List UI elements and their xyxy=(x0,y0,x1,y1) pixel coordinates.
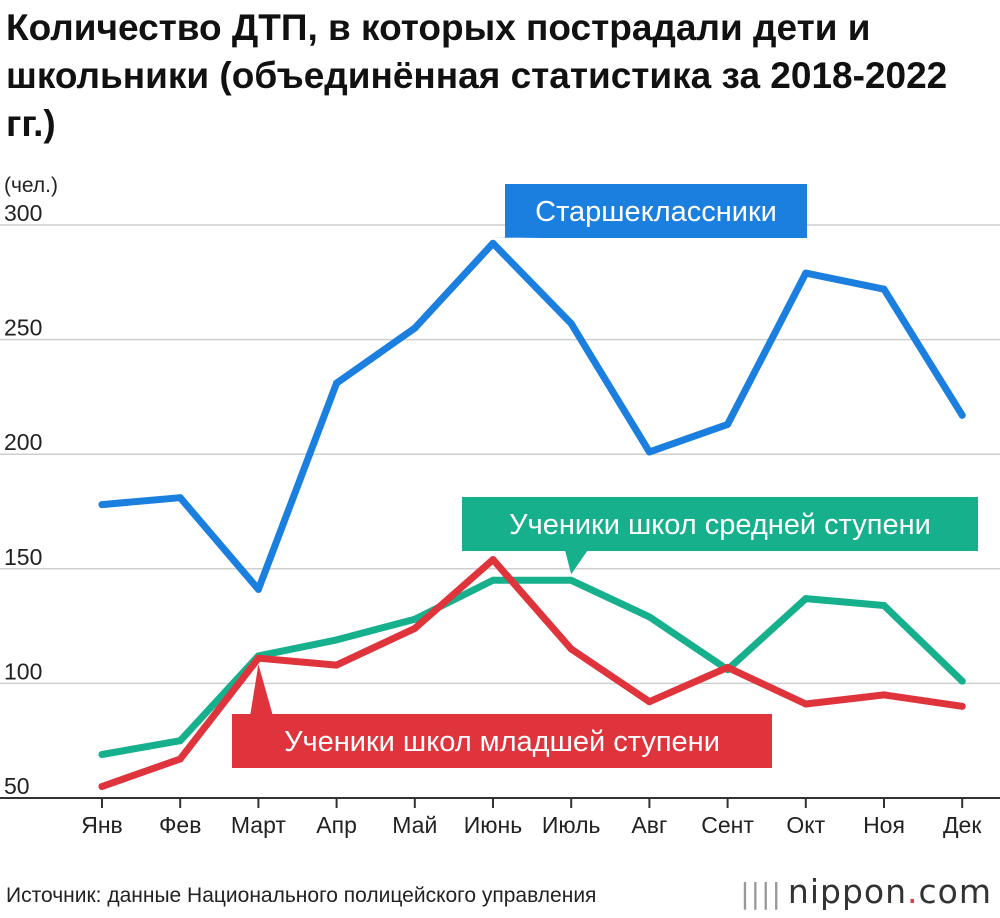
brand-suffix: com xyxy=(918,872,992,911)
axis-labels: 50 100 150 200 250 300 (чел.) Янв Фев Март Апр Май И… xyxy=(4,174,982,838)
x-tick-label: Июль xyxy=(542,812,601,838)
callout-layer: Старшеклассники Ученики школ средней ступ… xyxy=(232,184,978,768)
x-tick-label: Окт xyxy=(786,812,825,838)
x-tick-label: Ноя xyxy=(863,812,905,838)
data-point xyxy=(411,615,419,623)
series-layer xyxy=(98,239,966,791)
x-tick-label: Март xyxy=(231,812,286,838)
data-point xyxy=(567,645,575,653)
data-point xyxy=(802,700,810,708)
data-point xyxy=(489,239,497,247)
x-tick-label: Фев xyxy=(159,812,202,838)
legend-label: Старшеклассники xyxy=(535,196,777,228)
data-point xyxy=(958,702,966,710)
y-tick-label: 200 xyxy=(4,429,42,455)
brand-logo: |||| nippon.com xyxy=(740,872,992,911)
series-line xyxy=(98,239,966,593)
callout-box xyxy=(232,664,772,768)
x-tick-label: Дек xyxy=(943,812,982,838)
data-point xyxy=(880,601,888,609)
data-point xyxy=(254,654,262,662)
x-tick-label: Апр xyxy=(316,812,357,838)
data-point xyxy=(958,411,966,419)
data-point xyxy=(880,691,888,699)
data-point xyxy=(333,636,341,644)
x-tick-label: Сент xyxy=(701,812,754,838)
data-point xyxy=(802,269,810,277)
y-tick-label: 150 xyxy=(4,544,42,570)
data-point xyxy=(724,663,732,671)
data-point xyxy=(567,320,575,328)
data-point xyxy=(98,501,106,509)
logo-mark-icon: |||| xyxy=(740,877,782,910)
data-point xyxy=(176,494,184,502)
data-point xyxy=(176,737,184,745)
legend-label: Ученики школ младшей ступени xyxy=(284,726,720,758)
data-point xyxy=(489,576,497,584)
data-point xyxy=(98,750,106,758)
brand-dot: . xyxy=(907,872,919,911)
y-tick-label: 250 xyxy=(4,315,42,341)
data-point xyxy=(411,624,419,632)
data-point xyxy=(958,677,966,685)
y-tick-label: 300 xyxy=(4,200,42,226)
callout-box xyxy=(493,184,807,238)
data-point xyxy=(645,613,653,621)
x-tick-label: Июнь xyxy=(464,812,522,838)
series-line xyxy=(98,556,966,790)
source-note: Источник: данные Национального полицейск… xyxy=(6,884,597,907)
data-point xyxy=(254,585,262,593)
data-point xyxy=(645,698,653,706)
data-point xyxy=(724,420,732,428)
y-tick-label: 100 xyxy=(4,658,42,684)
data-point xyxy=(333,379,341,387)
data-point xyxy=(98,783,106,791)
chart-title: Количество ДТП, в которых пострадали дет… xyxy=(6,7,948,144)
data-point xyxy=(645,448,653,456)
x-tick-label: Май xyxy=(392,812,437,838)
data-point xyxy=(567,576,575,584)
data-point xyxy=(489,556,497,564)
data-point xyxy=(411,324,419,332)
y-unit-label: (чел.) xyxy=(4,174,58,197)
data-point xyxy=(176,755,184,763)
data-point xyxy=(333,661,341,669)
brand-name: nippon xyxy=(787,872,908,911)
x-tick-label: Авг xyxy=(631,812,667,838)
x-tick-label: Янв xyxy=(81,812,123,838)
data-point xyxy=(880,285,888,293)
data-point xyxy=(802,595,810,603)
y-tick-label: 50 xyxy=(4,773,30,799)
grid-layer xyxy=(0,224,1000,808)
legend-label: Ученики школ средней ступени xyxy=(509,509,931,541)
callout-box xyxy=(462,497,978,575)
